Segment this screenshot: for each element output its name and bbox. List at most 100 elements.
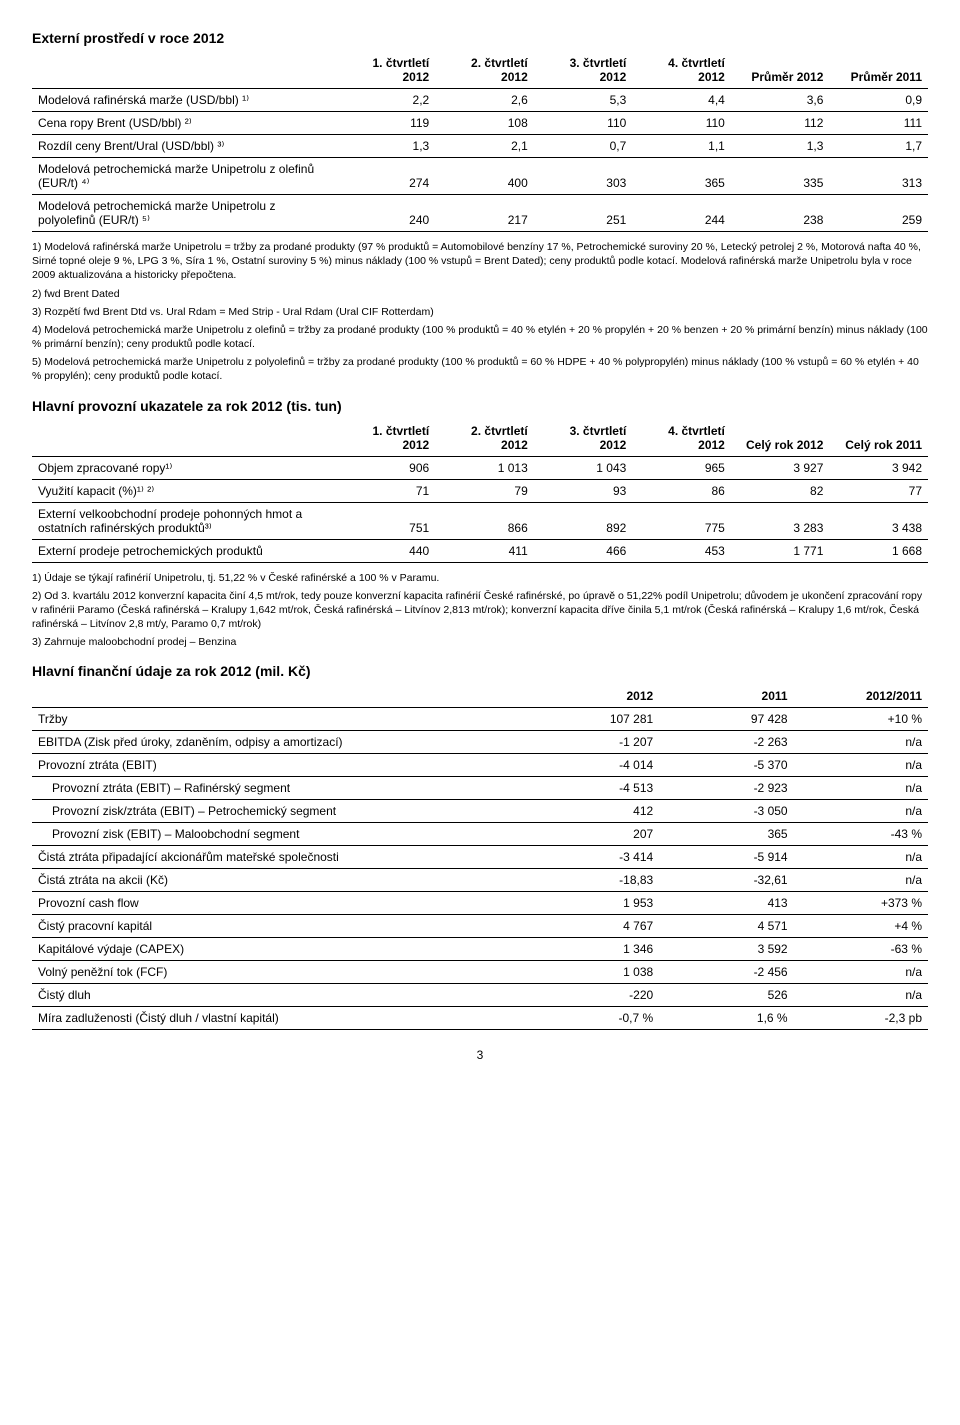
cell-value: 4,4 <box>632 89 731 112</box>
cell-value: 108 <box>435 112 534 135</box>
col-head: 2. čtvrtletí 2012 <box>435 420 534 457</box>
table-operational-indicators: 1. čtvrtletí 2012 2. čtvrtletí 2012 3. č… <box>32 420 928 563</box>
cell-value: -5 370 <box>659 754 793 777</box>
col-head: 2012 <box>525 685 659 708</box>
cell-value: 1 013 <box>435 456 534 479</box>
cell-value: 411 <box>435 539 534 562</box>
cell-value: 365 <box>632 158 731 195</box>
cell-value: n/a <box>794 984 928 1007</box>
cell-value: 440 <box>337 539 436 562</box>
cell-value: n/a <box>794 846 928 869</box>
cell-value: -2 923 <box>659 777 793 800</box>
row-label: Provozní ztráta (EBIT) – Rafinérský segm… <box>32 777 525 800</box>
cell-value: -3 050 <box>659 800 793 823</box>
table-row: Volný peněžní tok (FCF)1 038-2 456n/a <box>32 961 928 984</box>
cell-value: +4 % <box>794 915 928 938</box>
table-row: Rozdíl ceny Brent/Ural (USD/bbl) ³⁾1,32,… <box>32 135 928 158</box>
table-row: Externí prodeje petrochemických produktů… <box>32 539 928 562</box>
cell-value: 1,3 <box>337 135 436 158</box>
cell-value: 119 <box>337 112 436 135</box>
cell-value: 2,1 <box>435 135 534 158</box>
cell-value: 259 <box>829 195 928 232</box>
cell-value: 313 <box>829 158 928 195</box>
col-head: Celý rok 2012 <box>731 420 830 457</box>
cell-value: 2,2 <box>337 89 436 112</box>
cell-value: 1,6 % <box>659 1007 793 1030</box>
col-head: 4. čtvrtletí 2012 <box>632 52 731 89</box>
table-row: Modelová petrochemická marže Unipetrolu … <box>32 158 928 195</box>
col-head: 1. čtvrtletí 2012 <box>337 420 436 457</box>
cell-value: 1 771 <box>731 539 830 562</box>
table-header-row: 1. čtvrtletí 2012 2. čtvrtletí 2012 3. č… <box>32 52 928 89</box>
row-label: Míra zadluženosti (Čistý dluh / vlastní … <box>32 1007 525 1030</box>
cell-value: 3 942 <box>829 456 928 479</box>
table-row: Čistý pracovní kapitál4 7674 571+4 % <box>32 915 928 938</box>
cell-value: -2,3 pb <box>794 1007 928 1030</box>
footnote: 3) Zahrnuje maloobchodní prodej – Benzin… <box>32 635 928 649</box>
cell-value: 1 346 <box>525 938 659 961</box>
col-head: 2011 <box>659 685 793 708</box>
table-external-environment: 1. čtvrtletí 2012 2. čtvrtletí 2012 3. č… <box>32 52 928 232</box>
row-label: Provozní zisk (EBIT) – Maloobchodní segm… <box>32 823 525 846</box>
table-header-row: 1. čtvrtletí 2012 2. čtvrtletí 2012 3. č… <box>32 420 928 457</box>
col-head: Průměr 2011 <box>829 52 928 89</box>
footnote: 2) fwd Brent Dated <box>32 287 928 301</box>
cell-value: 400 <box>435 158 534 195</box>
cell-value: n/a <box>794 869 928 892</box>
cell-value: -4 513 <box>525 777 659 800</box>
col-label-empty <box>32 685 525 708</box>
cell-value: 412 <box>525 800 659 823</box>
cell-value: -63 % <box>794 938 928 961</box>
row-label: Kapitálové výdaje (CAPEX) <box>32 938 525 961</box>
cell-value: 3 592 <box>659 938 793 961</box>
footnote: 1) Údaje se týkají rafinérií Unipetrolu,… <box>32 571 928 585</box>
cell-value: 413 <box>659 892 793 915</box>
table-row: Cena ropy Brent (USD/bbl) ²⁾119108110110… <box>32 112 928 135</box>
cell-value: 217 <box>435 195 534 232</box>
table-financial-data: 2012 2011 2012/2011 Tržby107 28197 428+1… <box>32 685 928 1030</box>
cell-value: -1 207 <box>525 731 659 754</box>
cell-value: 5,3 <box>534 89 633 112</box>
table-header-row: 2012 2011 2012/2011 <box>32 685 928 708</box>
table-row: Čistá ztráta připadající akcionářům mate… <box>32 846 928 869</box>
cell-value: 0,9 <box>829 89 928 112</box>
cell-value: n/a <box>794 961 928 984</box>
footnote: 4) Modelová petrochemická marže Unipetro… <box>32 323 928 351</box>
row-label: Externí velkoobchodní prodeje pohonných … <box>32 502 337 539</box>
cell-value: 1 038 <box>525 961 659 984</box>
table-row: Tržby107 28197 428+10 % <box>32 708 928 731</box>
footnote: 2) Od 3. kvartálu 2012 konverzní kapacit… <box>32 589 928 632</box>
cell-value: 3,6 <box>731 89 830 112</box>
col-head: 4. čtvrtletí 2012 <box>632 420 731 457</box>
cell-value: 3 927 <box>731 456 830 479</box>
table-row: Využití kapacit (%)¹⁾ ²⁾717993868277 <box>32 479 928 502</box>
cell-value: +10 % <box>794 708 928 731</box>
cell-value: -3 414 <box>525 846 659 869</box>
cell-value: 93 <box>534 479 633 502</box>
table-row: Provozní cash flow1 953413+373 % <box>32 892 928 915</box>
table-row: Provozní zisk (EBIT) – Maloobchodní segm… <box>32 823 928 846</box>
cell-value: 207 <box>525 823 659 846</box>
cell-value: 97 428 <box>659 708 793 731</box>
cell-value: 775 <box>632 502 731 539</box>
cell-value: 112 <box>731 112 830 135</box>
cell-value: 0,7 <box>534 135 633 158</box>
table-row: EBITDA (Zisk před úroky, zdaněním, odpis… <box>32 731 928 754</box>
table-row: Kapitálové výdaje (CAPEX)1 3463 592-63 % <box>32 938 928 961</box>
cell-value: 1 043 <box>534 456 633 479</box>
row-label: EBITDA (Zisk před úroky, zdaněním, odpis… <box>32 731 525 754</box>
col-label-empty <box>32 420 337 457</box>
row-label: Objem zpracované ropy¹⁾ <box>32 456 337 479</box>
cell-value: 335 <box>731 158 830 195</box>
cell-value: n/a <box>794 731 928 754</box>
row-label: Provozní cash flow <box>32 892 525 915</box>
col-head: 3. čtvrtletí 2012 <box>534 420 633 457</box>
cell-value: 107 281 <box>525 708 659 731</box>
table-row: Čistý dluh-220526n/a <box>32 984 928 1007</box>
row-label: Volný peněžní tok (FCF) <box>32 961 525 984</box>
cell-value: 1,7 <box>829 135 928 158</box>
cell-value: 274 <box>337 158 436 195</box>
section2-title: Hlavní provozní ukazatele za rok 2012 (t… <box>32 398 928 414</box>
row-label: Modelová petrochemická marže Unipetrolu … <box>32 158 337 195</box>
row-label: Čistá ztráta na akcii (Kč) <box>32 869 525 892</box>
